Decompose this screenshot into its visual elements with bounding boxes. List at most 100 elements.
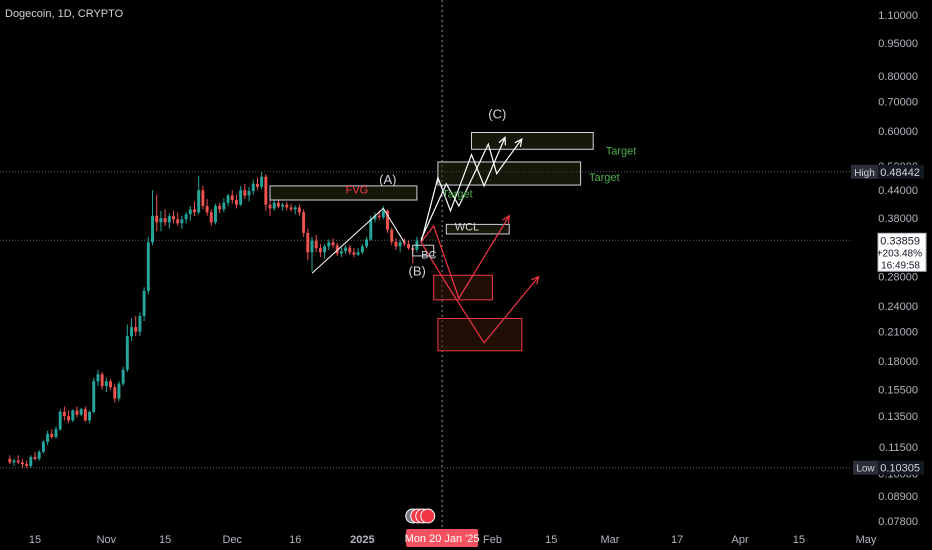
candle-body [268,204,272,209]
wave-c-label[interactable]: (C) [488,107,506,122]
candle-body [398,242,402,247]
candle-body [62,411,66,417]
y-tick-label: 0.80000 [878,71,918,83]
bearish-arrow-2 [531,275,540,285]
candle-body [356,252,360,255]
wave-a-label[interactable]: (A) [379,172,396,187]
bullish-arrow-1 [498,136,506,146]
candle-body [67,416,71,421]
y-tick-label: 0.07800 [878,516,918,528]
fvg-zone[interactable] [269,185,418,201]
candle-body [239,190,243,205]
candle-body [79,409,83,415]
high-tag-label: High [854,168,875,179]
bearish-arrow-1 [502,214,510,224]
low-tag-label: Low [856,464,875,475]
candle-body [142,290,146,316]
y-tick-label: 0.18000 [878,356,918,368]
candle-body [390,229,394,242]
candle-body [264,176,268,205]
candle-body [58,411,62,430]
y-tick-label: 0.28000 [878,272,918,284]
last-price-change: +203.48% [877,248,922,259]
candle-body [12,460,16,463]
x-tick-label: Feb [483,534,502,546]
candle-body [373,215,377,220]
candle-body [96,374,100,382]
y-tick-label: 0.60000 [878,126,918,138]
candle-body [159,218,163,223]
bc-label[interactable]: BC [421,249,436,261]
candle-body [75,410,79,415]
price-axis-panel [852,0,932,550]
bearish-path-1[interactable] [420,215,510,300]
candle-body [209,212,213,223]
candle-body [134,327,138,332]
low-tag-bg [853,460,878,475]
candle-body [272,202,276,209]
bullish-path-1[interactable] [420,137,506,243]
x-tick-label: 2025 [350,534,374,546]
candle-body [138,315,142,332]
wave-b-label[interactable]: (B) [409,263,426,278]
x-tick-label: 17 [671,534,683,546]
candle-body [180,219,184,224]
wave-a-b-line[interactable] [311,207,405,274]
high-value: 0.48442 [880,167,920,179]
candle-body [214,206,217,223]
candle-body [260,176,264,187]
candle-body [402,242,406,245]
candle-body [37,451,41,459]
candle-body [369,219,373,240]
x-tick-label: Nov [97,534,117,546]
last-price-countdown: 16:49:58 [881,260,920,271]
candle-body [314,240,318,249]
target-label-3[interactable]: Target [442,188,473,200]
wcl-zone[interactable] [445,223,510,235]
y-tick-label: 0.15500 [878,385,918,397]
y-tick-label: 0.08900 [878,491,918,503]
candle-body [33,457,37,459]
target-label-2[interactable]: Target [589,172,620,184]
candle-body [306,232,310,253]
candle-body [335,245,339,254]
candle-body [394,241,398,247]
target-label-1[interactable]: Target [606,146,637,158]
candle-body [92,381,96,412]
candle-body [293,207,297,210]
y-tick-label: 0.44000 [878,185,918,197]
candle-body [230,195,234,201]
candle-body [109,381,113,388]
y-tick-label: 0.13500 [878,411,918,423]
red-zone-2[interactable] [437,317,523,352]
candle-body [365,239,369,247]
candle-body [318,248,322,253]
candle-body [104,381,108,387]
candle-body [41,441,45,452]
wcl-label[interactable]: WCL [455,222,479,234]
candle-body [146,242,150,291]
candle-body [100,374,104,387]
target-zone-upper[interactable] [470,131,594,150]
candle-body [327,242,331,247]
candle-body [163,218,167,223]
candle-body [348,247,352,253]
high-tag-bg [851,164,878,179]
bullish-path-2[interactable] [420,138,523,240]
candle-body [285,204,289,208]
y-tick-label: 0.21000 [878,327,918,339]
candle-body [83,409,87,421]
fvg-label[interactable]: FVG [346,185,369,197]
event-marker-icon[interactable] [420,508,436,524]
candle-body [29,457,33,466]
x-tick-label: Dec [222,534,242,546]
candle-body [167,216,171,223]
candle-body [297,207,301,213]
bearish-path-2[interactable] [420,241,540,344]
red-zone-1[interactable] [433,274,493,301]
candle-body [188,209,192,215]
candle-body [251,183,255,192]
target-zone-mid[interactable] [437,161,582,186]
high-value-bg [878,164,924,179]
